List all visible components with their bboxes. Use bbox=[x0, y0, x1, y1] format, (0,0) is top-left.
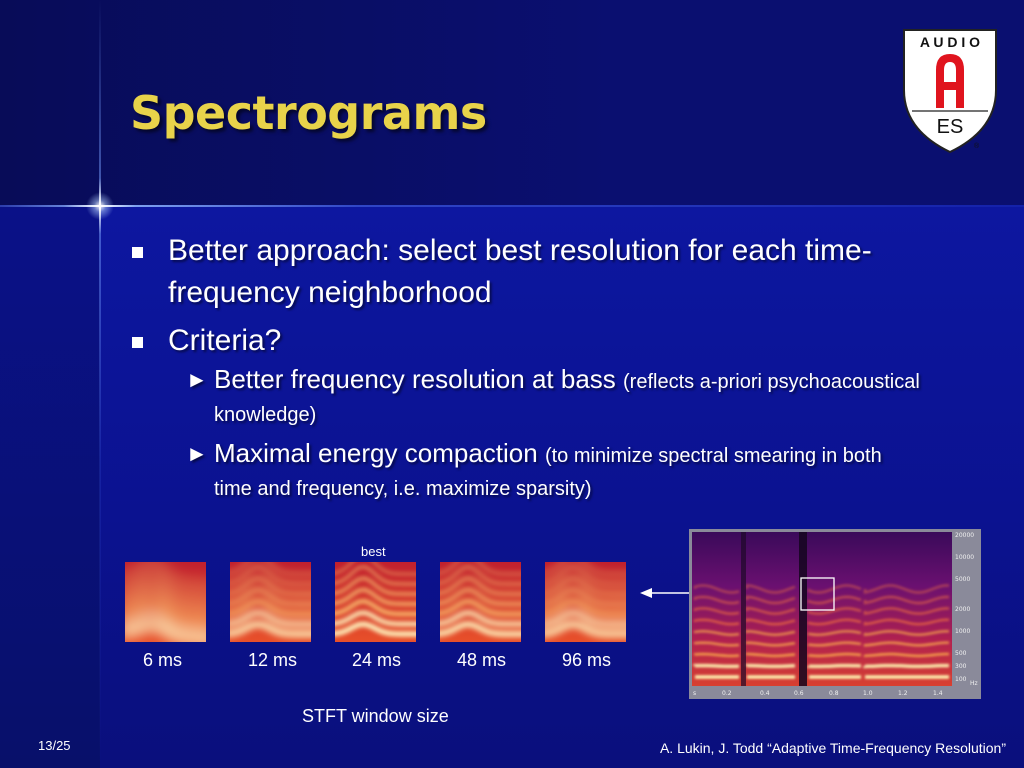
spectrogram-thumbnail bbox=[125, 562, 206, 642]
freq-axis-label: 10000 bbox=[955, 554, 974, 561]
window-size-label: 12 ms bbox=[248, 650, 298, 670]
sub-bullet-note: (to minimize spectral smearing in both t… bbox=[214, 445, 882, 500]
time-axis-label: 1.4 bbox=[933, 690, 943, 697]
time-axis-label: 0.2 bbox=[722, 690, 732, 697]
vertical-accent-line bbox=[99, 0, 101, 768]
slide-title: Spectrograms bbox=[130, 86, 487, 140]
time-axis-label: s bbox=[693, 690, 696, 697]
bullet-item: Criteria? bbox=[130, 320, 920, 362]
spectrogram-thumbnail bbox=[230, 562, 311, 642]
bullet-text: Better approach: select best resolution … bbox=[168, 234, 872, 309]
bullet-item: Better approach: select best resolution … bbox=[130, 230, 920, 314]
freq-axis-label: 500 bbox=[955, 650, 967, 657]
window-size-label: 6 ms bbox=[143, 650, 183, 670]
time-axis-label: 1.2 bbox=[898, 690, 908, 697]
aes-logo: A U D I O ES ® bbox=[903, 29, 997, 154]
full-spectrogram: 20000 10000 5000 2000 1000 500 300 100 Hz s 0.2 0.… bbox=[689, 529, 981, 699]
time-axis-label: 1.0 bbox=[863, 690, 873, 697]
square-bullet-icon bbox=[132, 247, 143, 258]
triangle-bullet-icon: ► bbox=[186, 367, 208, 392]
triangle-bullet-icon: ► bbox=[186, 441, 208, 466]
freq-axis-label: 1000 bbox=[955, 628, 970, 635]
freq-axis-label: Hz bbox=[970, 680, 978, 687]
freq-axis-label: 2000 bbox=[955, 606, 970, 613]
freq-axis-label: 5000 bbox=[955, 576, 970, 583]
window-size-label: 96 ms bbox=[562, 650, 612, 670]
horizontal-accent-line bbox=[0, 205, 1024, 207]
time-axis-label: 0.8 bbox=[829, 690, 839, 697]
square-bullet-icon bbox=[132, 337, 143, 348]
logo-bottom-text: ES bbox=[937, 116, 964, 138]
sub-bullet-item: ► Maximal energy compaction (to minimize… bbox=[130, 438, 920, 504]
time-axis-label: 0.4 bbox=[760, 690, 770, 697]
sub-bullet-main: Better frequency resolution at bass bbox=[214, 364, 616, 394]
left-strip bbox=[0, 205, 100, 768]
sub-bullet-note: (reflects a-priori psychoacoustical know… bbox=[214, 371, 920, 426]
spectrogram-thumbnail bbox=[440, 562, 521, 642]
bullet-list: Better approach: select best resolution … bbox=[130, 230, 920, 504]
freq-axis-label: 100 bbox=[955, 676, 967, 683]
spectrogram-thumbnail bbox=[335, 562, 416, 642]
logo-top-text: A U D I O bbox=[920, 34, 980, 50]
bullet-text: Criteria? bbox=[168, 324, 282, 357]
time-axis-label: 0.6 bbox=[794, 690, 804, 697]
sub-bullet-main: Maximal energy compaction bbox=[214, 438, 538, 468]
window-size-label: 48 ms bbox=[457, 650, 507, 670]
best-label: best bbox=[361, 544, 386, 559]
logo-registered-mark: ® bbox=[974, 142, 980, 150]
figure-caption: STFT window size bbox=[302, 706, 449, 726]
footer-citation: A. Lukin, J. Todd “Adaptive Time-Frequen… bbox=[659, 740, 1006, 756]
slide-number: 13/25 bbox=[38, 738, 71, 753]
spectrogram-thumbnail bbox=[545, 562, 626, 642]
sub-bullet-item: ► Better frequency resolution at bass (r… bbox=[130, 364, 920, 430]
header-band bbox=[0, 0, 1024, 205]
selection-box bbox=[800, 577, 835, 611]
window-size-label: 24 ms bbox=[352, 650, 402, 670]
freq-axis-label: 20000 bbox=[955, 532, 974, 539]
freq-axis-label: 300 bbox=[955, 663, 967, 670]
